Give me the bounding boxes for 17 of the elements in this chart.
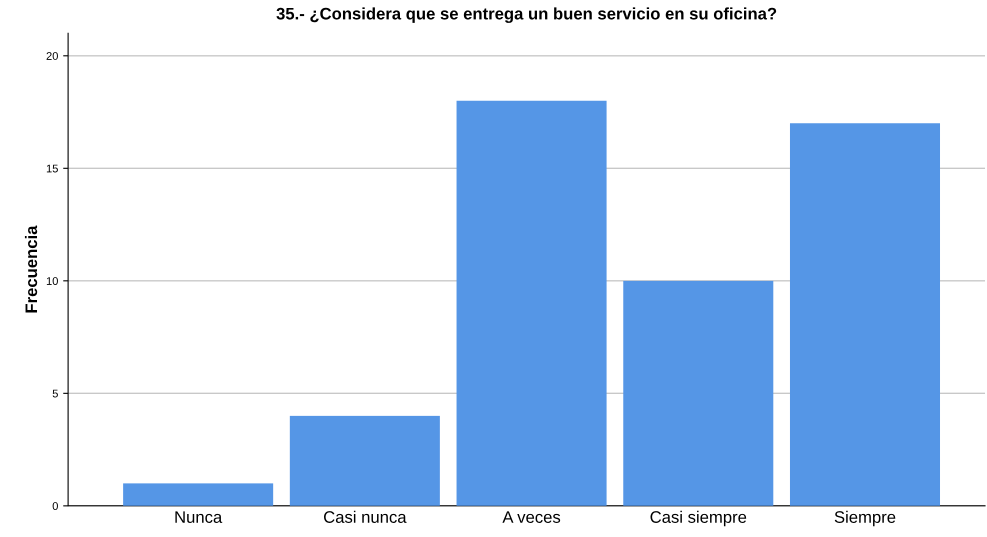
y-axis-title: Frecuencia bbox=[24, 225, 38, 312]
bar bbox=[123, 483, 274, 506]
chart-title: 35.- ¿Considera que se entrega un buen servicio en su oficina? bbox=[276, 7, 776, 23]
y-tick-label: 15 bbox=[46, 164, 58, 172]
y-tick-label: 20 bbox=[46, 52, 58, 60]
y-tick-label: 10 bbox=[46, 277, 58, 285]
x-tick-label: Siempre bbox=[834, 510, 896, 526]
y-tick-label: 0 bbox=[52, 502, 58, 510]
x-tick-label: Casi siempre bbox=[650, 510, 746, 526]
x-tick-label: Nunca bbox=[175, 511, 222, 523]
x-tick-label: A veces bbox=[502, 511, 560, 523]
y-tick-label: 5 bbox=[52, 390, 58, 398]
bar bbox=[290, 416, 440, 506]
bar bbox=[790, 123, 940, 506]
bar bbox=[456, 100, 607, 506]
x-tick-label: Casi nunca bbox=[324, 510, 407, 523]
bar bbox=[623, 280, 774, 506]
